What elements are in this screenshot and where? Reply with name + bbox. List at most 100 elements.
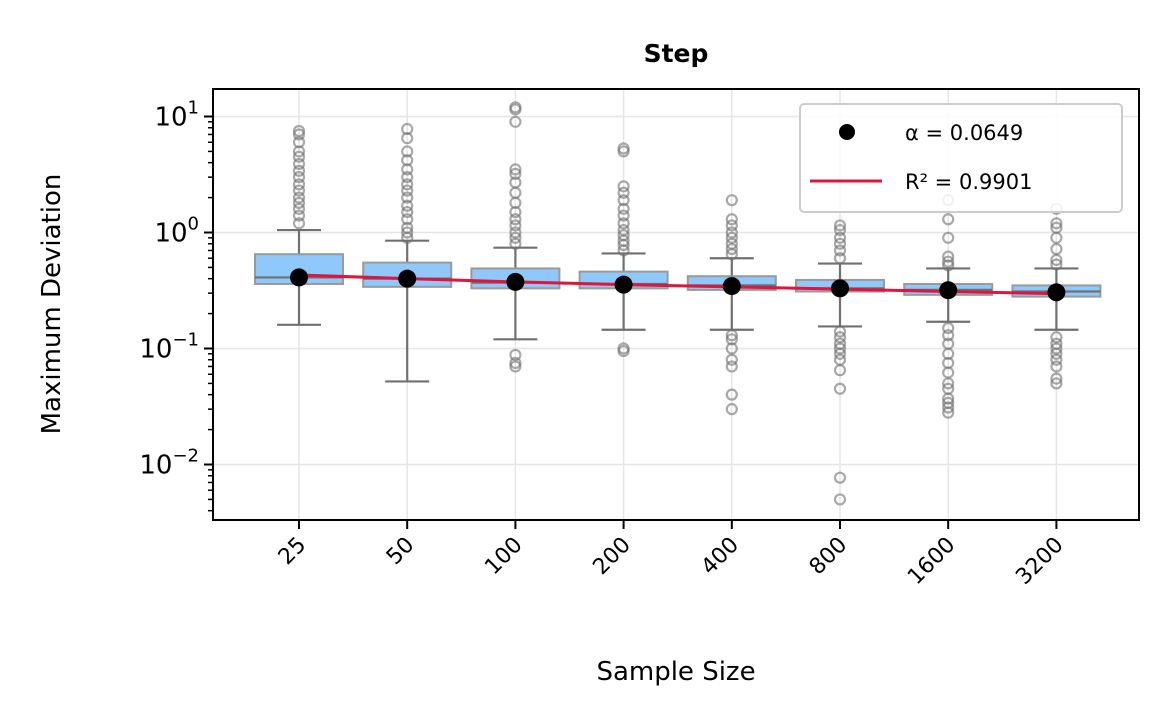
outlier-point bbox=[833, 337, 847, 350]
outlier-point bbox=[1050, 372, 1063, 385]
legend-dot-marker bbox=[839, 124, 855, 140]
outlier-point bbox=[942, 396, 955, 409]
outlier-point bbox=[292, 136, 306, 149]
legend-frame bbox=[799, 103, 1123, 213]
outlier-point bbox=[617, 228, 630, 242]
outlier-point bbox=[509, 163, 522, 176]
outlier-point bbox=[292, 196, 306, 209]
outlier-point bbox=[1050, 353, 1063, 366]
outlier-point bbox=[617, 180, 630, 193]
outlier-point bbox=[292, 209, 306, 222]
outlier-point bbox=[833, 471, 847, 484]
outlier-point bbox=[401, 221, 414, 234]
outlier-point bbox=[401, 213, 414, 226]
outlier-point bbox=[725, 242, 738, 256]
outlier-point bbox=[509, 213, 522, 226]
outlier-point bbox=[509, 167, 522, 181]
outlier-point bbox=[942, 255, 955, 268]
outlier-point bbox=[401, 226, 414, 239]
outlier-point bbox=[617, 217, 630, 230]
outlier-point bbox=[942, 329, 955, 342]
outlier-point bbox=[292, 178, 306, 191]
outlier-point bbox=[292, 202, 306, 215]
outlier-point bbox=[401, 122, 414, 136]
outlier-point bbox=[833, 382, 847, 395]
x-axis-label: Sample Size bbox=[596, 657, 755, 687]
outlier-point bbox=[833, 331, 847, 344]
outlier-point bbox=[292, 150, 306, 163]
outlier-point bbox=[401, 154, 414, 167]
outlier-point bbox=[725, 231, 738, 244]
x-tick-label: 25 bbox=[274, 533, 311, 570]
outlier-point bbox=[292, 164, 306, 177]
legend-label-r2: R² = 0.9901 bbox=[905, 170, 1032, 194]
outlier-point bbox=[509, 176, 522, 189]
median-point bbox=[939, 281, 958, 300]
outlier-point bbox=[1050, 221, 1063, 234]
outlier-point bbox=[509, 231, 522, 244]
outlier-point bbox=[1050, 360, 1063, 373]
median-point bbox=[398, 269, 417, 288]
x-tick-label: 50 bbox=[382, 533, 419, 570]
outlier-point bbox=[833, 493, 847, 506]
outlier-point bbox=[401, 199, 414, 212]
x-ticks: 25 50 100 200 400 800 1600 3200 bbox=[274, 520, 1069, 590]
outlier-point bbox=[401, 191, 414, 204]
outlier-point bbox=[725, 226, 738, 239]
outlier-point bbox=[401, 145, 414, 158]
outlier-point bbox=[725, 194, 738, 207]
outlier-point bbox=[617, 342, 630, 355]
outlier-point bbox=[942, 321, 955, 335]
outlier-point bbox=[617, 209, 630, 222]
x-tick-label: 100 bbox=[480, 533, 527, 580]
outlier-point bbox=[509, 219, 522, 232]
y-tick-label: 10−2 bbox=[139, 446, 199, 481]
outlier-point bbox=[509, 226, 522, 239]
outlier-point bbox=[725, 213, 738, 226]
outlier-point bbox=[292, 184, 306, 197]
outlier-point bbox=[725, 237, 738, 250]
outlier-point bbox=[725, 360, 738, 373]
outlier-point bbox=[401, 184, 414, 197]
outlier-point bbox=[1050, 217, 1063, 230]
outlier-point bbox=[292, 171, 306, 184]
median-point bbox=[831, 279, 849, 298]
outlier-point bbox=[292, 157, 306, 171]
outlier-point bbox=[1050, 337, 1063, 350]
outlier-point bbox=[833, 219, 847, 232]
median-points-group bbox=[290, 268, 1066, 302]
outlier-point bbox=[617, 142, 630, 155]
outlier-point bbox=[401, 205, 414, 219]
x-tick-label: 200 bbox=[588, 533, 635, 580]
outlier-point bbox=[617, 194, 630, 207]
outlier-point bbox=[725, 403, 738, 416]
outlier-point bbox=[292, 191, 306, 204]
plot-frame bbox=[212, 88, 1140, 521]
y-ticks: 10−2 10−1 100 101 bbox=[139, 98, 213, 512]
outlier-point bbox=[617, 186, 630, 199]
outlier-point bbox=[833, 353, 847, 366]
outlier-point bbox=[1050, 331, 1063, 344]
outlier-point bbox=[833, 342, 847, 355]
outlier-point bbox=[1050, 342, 1063, 355]
median-point bbox=[614, 275, 633, 294]
median-point bbox=[506, 272, 525, 291]
outlier-point bbox=[617, 223, 630, 237]
outlier-point bbox=[942, 250, 955, 263]
y-tick-label: 100 bbox=[154, 214, 199, 249]
y-tick-label: 10−1 bbox=[139, 330, 199, 365]
chart-title: Step bbox=[644, 39, 709, 68]
outlier-point bbox=[942, 213, 955, 226]
outlier-point bbox=[942, 231, 955, 244]
outlier-point bbox=[617, 202, 630, 215]
x-tick-label: 400 bbox=[697, 533, 744, 580]
outlier-point bbox=[725, 219, 738, 232]
median-point bbox=[1047, 283, 1066, 302]
outlier-point bbox=[401, 178, 414, 191]
outlier-point bbox=[509, 348, 522, 362]
outlier-point bbox=[509, 115, 522, 128]
outlier-point bbox=[942, 337, 955, 350]
outlier-point bbox=[401, 171, 414, 184]
y-axis-label: Maximum Deviation bbox=[37, 174, 67, 435]
